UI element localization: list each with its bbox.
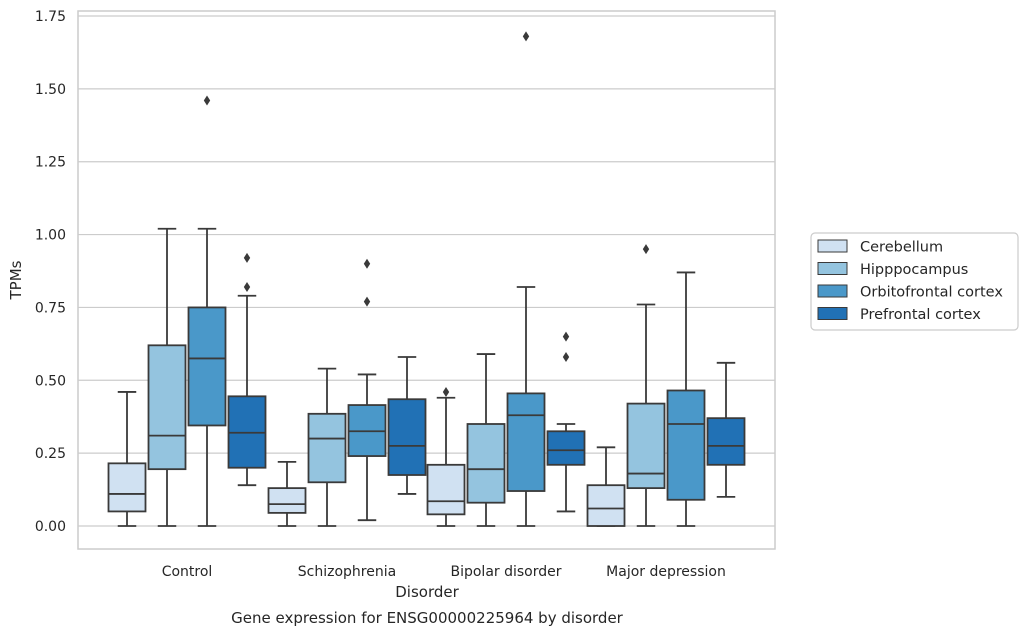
y-tick-label: 0.00 — [35, 519, 66, 535]
box-iqr — [706, 417, 746, 466]
box-0-2 — [187, 95, 227, 527]
box-2-3 — [546, 331, 586, 513]
box-1-1 — [307, 367, 347, 527]
outlier-point — [203, 95, 211, 106]
legend-swatch — [817, 284, 848, 298]
box-3-1 — [626, 244, 666, 527]
box-3-3 — [706, 361, 746, 498]
y-tick-labels: 0.00 0.25 0.50 0.75 1.00 1.25 1.50 1.75 — [35, 9, 66, 535]
legend-label: Orbitofrontal cortex — [860, 285, 1003, 301]
box-iqr — [387, 398, 427, 476]
outlier-point — [243, 252, 251, 263]
box-groups — [107, 31, 746, 527]
legend: Cerebellum Hipppocampus Orbitofrontal cort… — [810, 232, 1019, 331]
box-iqr — [586, 484, 626, 527]
box-iqr — [426, 463, 466, 516]
box-iqr — [267, 487, 307, 514]
x-tick-labels: Control Schizophrenia Bipolar disorder Majo… — [162, 564, 726, 580]
box-iqr — [466, 423, 506, 504]
chart-title: Gene expression for ENSG00000225964 by d… — [231, 609, 624, 627]
box-iqr — [506, 392, 546, 492]
outlier-point — [642, 244, 650, 255]
y-tick-label: 0.75 — [35, 300, 66, 316]
legend-swatch — [817, 239, 848, 253]
outlier-point — [243, 282, 251, 293]
box-1-2 — [347, 258, 387, 522]
y-tick-label: 0.50 — [35, 373, 66, 389]
box-2-0 — [426, 386, 466, 527]
outlier-point — [562, 331, 570, 342]
box-3-2 — [666, 271, 706, 527]
x-axis-title: Disorder — [395, 583, 459, 601]
y-axis-title: TPMs — [7, 260, 25, 300]
box-iqr — [307, 412, 347, 484]
legend-label: Prefrontal cortex — [860, 307, 981, 323]
box-iqr — [147, 344, 187, 471]
x-tick-label: Control — [162, 564, 213, 580]
outlier-point — [442, 386, 450, 397]
legend-swatch — [817, 307, 848, 320]
box-0-1 — [147, 227, 187, 527]
box-iqr — [666, 389, 706, 501]
box-1-0 — [267, 460, 307, 527]
box-iqr — [626, 402, 666, 490]
y-tick-label: 1.25 — [35, 155, 66, 171]
box-3-0 — [586, 446, 626, 527]
outlier-point — [363, 258, 371, 269]
box-iqr — [187, 306, 227, 427]
box-0-3 — [227, 252, 267, 487]
x-tick-label: Bipolar disorder — [450, 564, 561, 580]
outlier-point — [562, 351, 570, 362]
box-1-3 — [387, 356, 427, 495]
outlier-point — [363, 296, 371, 307]
box-2-1 — [466, 353, 506, 527]
legend-label: Hipppocampus — [860, 262, 968, 278]
box-iqr — [107, 462, 147, 513]
outlier-point — [522, 31, 530, 42]
plot-frame — [77, 10, 776, 550]
y-tick-label: 0.25 — [35, 446, 66, 462]
y-tick-label: 1.50 — [35, 82, 66, 98]
box-0-0 — [107, 391, 147, 527]
box-2-2 — [506, 31, 546, 527]
x-tick-label: Schizophrenia — [298, 564, 396, 580]
box-iqr — [546, 430, 586, 466]
legend-frame — [810, 232, 1019, 331]
y-tick-label: 1.00 — [35, 228, 66, 244]
legend-swatch — [817, 262, 848, 275]
y-tick-label: 1.75 — [35, 9, 66, 25]
legend-label: Cerebellum — [860, 240, 943, 256]
x-tick-label: Major depression — [606, 564, 726, 580]
